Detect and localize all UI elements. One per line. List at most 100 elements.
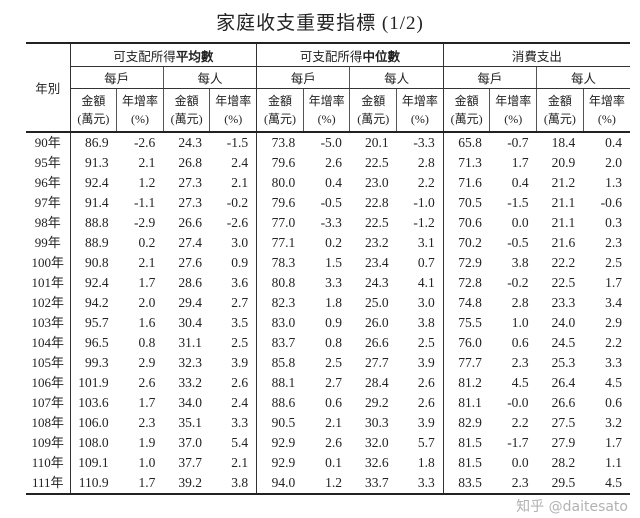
value-cell: 1.8: [417, 455, 435, 470]
value-cell: 27.7: [364, 355, 389, 370]
sub-header: 每人: [162, 66, 257, 89]
growth-unit: (%): [504, 112, 523, 126]
value-cell: 20.1: [364, 135, 389, 150]
value-cell: 0.6: [605, 395, 622, 410]
year-header: 年別: [26, 43, 70, 133]
value-cell: 1.7: [138, 275, 156, 290]
amount-header: 金額 (萬元): [256, 88, 304, 132]
value-cell: 95.7: [69, 313, 117, 333]
value-cell: 1.7: [138, 395, 156, 410]
value-cell: 2.6: [231, 375, 249, 390]
year-cell: 109年: [31, 435, 64, 450]
value-cell: 0.9: [325, 315, 342, 330]
watermark: 知乎 @daitesato: [516, 499, 628, 515]
value-cell: -3.3: [413, 135, 435, 150]
year-cell: 102年: [31, 295, 64, 310]
value-cell: 2.6: [325, 435, 342, 450]
value-cell: 1.5: [325, 255, 342, 270]
value-cell: 2.4: [231, 395, 249, 410]
amount-header: 金額 (萬元): [442, 88, 490, 132]
value-cell: 2.3: [511, 475, 529, 490]
table-row: 107年 103.6 1.7 34.0 2.4 88.6 0.6 29.2 2.6 81.1 -0.…: [26, 393, 630, 413]
value-cell: 2.8: [417, 155, 435, 170]
value-cell: 23.2: [364, 235, 389, 250]
table-row: 109年 108.0 1.9 37.0 5.4 92.9 2.6 32.0 5.7 81.5 -1.…: [26, 433, 630, 453]
value-cell: 81.5: [442, 433, 490, 453]
value-cell: 2.9: [138, 355, 156, 370]
value-cell: 1.7: [138, 475, 156, 490]
value-cell: 2.6: [417, 395, 435, 410]
value-cell: 22.5: [364, 155, 389, 170]
value-cell: 29.4: [178, 295, 202, 310]
value-cell: 81.1: [442, 393, 490, 413]
value-cell: 2.0: [605, 155, 622, 170]
value-cell: 28.6: [178, 275, 202, 290]
year-cell: 106年: [31, 375, 64, 390]
value-cell: 2.1: [138, 155, 156, 170]
value-cell: 1.0: [138, 455, 156, 470]
value-cell: 79.6: [256, 193, 304, 213]
table-row: 96年 92.4 1.2 27.3 2.1 80.0 0.4 23.0 2.2 71.6 0.4 21…: [26, 173, 630, 193]
value-cell: 37.7: [178, 455, 202, 470]
growth-unit: (%): [410, 112, 429, 126]
growth-header: 年增率 (%): [116, 88, 164, 132]
value-cell: 21.6: [551, 235, 576, 250]
value-cell: 3.5: [231, 315, 249, 330]
value-cell: -0.7: [507, 135, 529, 150]
value-cell: 0.3: [605, 215, 622, 230]
value-cell: 2.2: [605, 335, 622, 350]
value-cell: 0.4: [511, 175, 529, 190]
indicator-table: 年別 可支配所得平均數 可支配所得中位數 消費支出 每戶 每人 每戶 每人 每戶 每人 金額 (萬元)…: [26, 42, 630, 495]
value-cell: 31.1: [178, 335, 202, 350]
value-cell: -1.5: [226, 135, 249, 150]
value-cell: 109.1: [69, 453, 117, 473]
year-cell: 97年: [34, 195, 61, 210]
value-cell: 34.0: [178, 395, 202, 410]
growth-unit: (%): [130, 112, 149, 126]
growth-label: 年增率: [215, 94, 252, 108]
value-cell: 92.9: [256, 453, 304, 473]
amount-label: 金額: [454, 94, 479, 108]
table-row: 98年 88.8 -2.9 26.6 -2.6 77.0 -3.3 22.5 -1.2 70.6 0…: [26, 213, 630, 233]
growth-header: 年增率 (%): [396, 88, 444, 132]
value-cell: -0.5: [507, 235, 529, 250]
value-cell: -0.6: [600, 195, 622, 210]
value-cell: 108.0: [69, 433, 117, 453]
value-cell: 33.7: [364, 475, 389, 490]
table-row: 105年 99.3 2.9 32.3 3.9 85.8 2.5 27.7 3.9 77.7 2.3 2…: [26, 353, 630, 373]
value-cell: 32.0: [364, 435, 389, 450]
growth-unit: (%): [224, 112, 243, 126]
value-cell: 91.3: [69, 153, 117, 173]
value-cell: 23.0: [364, 175, 389, 190]
value-cell: 3.6: [231, 275, 249, 290]
value-cell: 103.6: [69, 393, 117, 413]
value-cell: 92.9: [256, 433, 304, 453]
value-cell: 3.3: [325, 275, 342, 290]
value-cell: 2.6: [138, 375, 156, 390]
value-cell: 3.9: [417, 415, 435, 430]
value-cell: -0.5: [320, 195, 342, 210]
value-cell: 1.6: [138, 315, 156, 330]
value-cell: 27.6: [178, 255, 202, 270]
amount-label: 金額: [174, 94, 199, 108]
value-cell: 32.3: [178, 355, 202, 370]
value-cell: -0.2: [507, 275, 529, 290]
value-cell: 0.6: [511, 335, 529, 350]
value-cell: 29.2: [364, 395, 389, 410]
value-cell: 110.9: [69, 473, 117, 494]
growth-unit: (%): [597, 112, 616, 126]
table-header: 年別 可支配所得平均數 可支配所得中位數 消費支出 每戶 每人 每戶 每人 每戶 每人 金額 (萬元)…: [26, 43, 630, 133]
value-cell: 3.9: [417, 355, 435, 370]
value-cell: 1.7: [511, 155, 529, 170]
value-cell: 24.0: [551, 315, 576, 330]
value-cell: 90.8: [69, 253, 117, 273]
value-cell: 4.5: [605, 475, 622, 490]
value-cell: 77.7: [442, 353, 490, 373]
amount-header: 金額 (萬元): [69, 88, 117, 132]
value-cell: 21.1: [551, 195, 576, 210]
value-cell: 21.1: [551, 215, 576, 230]
value-cell: 33.2: [178, 375, 202, 390]
year-cell: 104年: [31, 335, 64, 350]
value-cell: 2.7: [231, 295, 249, 310]
table-row: 106年 101.9 2.6 33.2 2.6 88.1 2.7 28.4 2.6 81.2 4.5…: [26, 373, 630, 393]
